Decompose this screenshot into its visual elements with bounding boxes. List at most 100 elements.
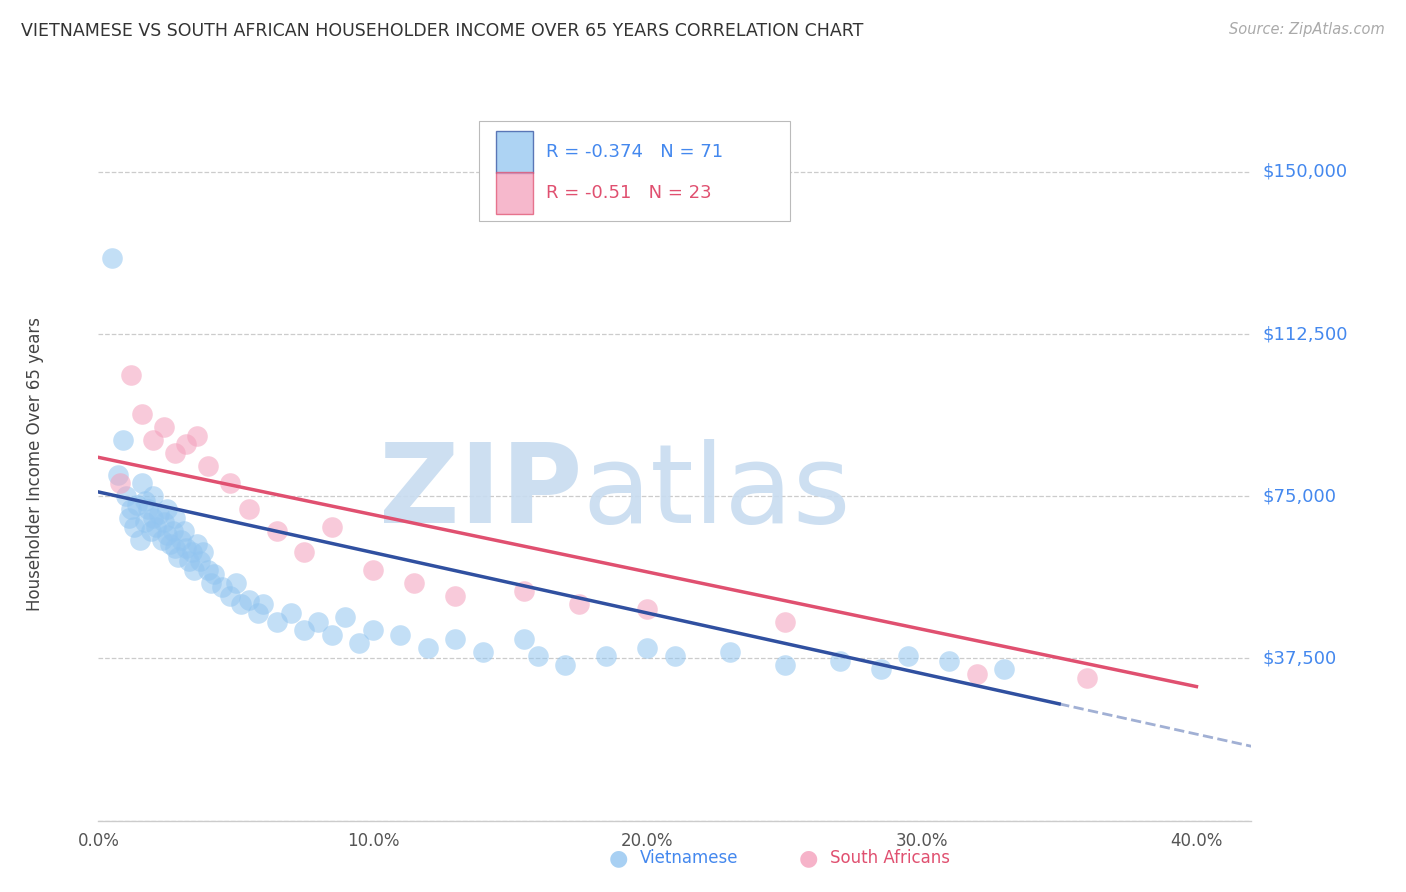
Point xyxy=(444,632,467,646)
Point xyxy=(554,657,576,672)
Point xyxy=(202,567,225,582)
Point xyxy=(131,407,153,421)
Point xyxy=(513,584,536,599)
Point xyxy=(252,598,274,612)
Point xyxy=(153,515,176,529)
Point xyxy=(664,649,686,664)
Point xyxy=(897,649,920,664)
Text: $37,500: $37,500 xyxy=(1263,649,1337,667)
Point xyxy=(568,598,591,612)
Text: South Africans: South Africans xyxy=(830,849,949,867)
Point xyxy=(173,524,195,538)
Point xyxy=(471,645,494,659)
Point xyxy=(167,549,190,564)
Point xyxy=(347,636,370,650)
Point xyxy=(183,563,205,577)
Point xyxy=(174,541,197,556)
Text: $75,000: $75,000 xyxy=(1263,487,1337,505)
Point xyxy=(225,575,247,590)
Text: Source: ZipAtlas.com: Source: ZipAtlas.com xyxy=(1229,22,1385,37)
Point xyxy=(117,511,139,525)
Point xyxy=(197,458,219,473)
Point xyxy=(361,624,384,638)
Text: Householder Income Over 65 years: Householder Income Over 65 years xyxy=(25,317,44,611)
Point xyxy=(200,575,222,590)
Point xyxy=(142,433,165,447)
Point xyxy=(156,528,179,542)
Point xyxy=(188,554,211,568)
Text: R = -0.51   N = 23: R = -0.51 N = 23 xyxy=(546,184,711,202)
Point xyxy=(122,519,145,533)
Point xyxy=(134,515,156,529)
Point xyxy=(110,476,132,491)
Point xyxy=(361,563,384,577)
Point xyxy=(993,662,1015,676)
Point xyxy=(180,545,202,559)
Point xyxy=(112,433,135,447)
Text: ●: ● xyxy=(799,848,818,868)
Point xyxy=(416,640,439,655)
Point xyxy=(444,589,467,603)
Text: $150,000: $150,000 xyxy=(1263,163,1348,181)
Point xyxy=(159,537,181,551)
Point xyxy=(246,606,269,620)
Point xyxy=(136,502,159,516)
Text: VIETNAMESE VS SOUTH AFRICAN HOUSEHOLDER INCOME OVER 65 YEARS CORRELATION CHART: VIETNAMESE VS SOUTH AFRICAN HOUSEHOLDER … xyxy=(21,22,863,40)
Point xyxy=(231,598,253,612)
Point xyxy=(389,628,412,642)
Text: ZIP: ZIP xyxy=(380,439,582,546)
Point xyxy=(156,502,179,516)
Point xyxy=(148,507,170,521)
Point xyxy=(595,649,617,664)
Point xyxy=(869,662,891,676)
Point xyxy=(321,519,343,533)
Point xyxy=(145,519,167,533)
Point xyxy=(120,368,142,383)
Point xyxy=(174,437,197,451)
Point xyxy=(197,563,219,577)
Point xyxy=(280,606,302,620)
Point xyxy=(120,502,142,516)
Point xyxy=(115,489,138,503)
Point xyxy=(142,489,165,503)
Point xyxy=(718,645,741,659)
Point xyxy=(128,533,150,547)
Point xyxy=(125,498,148,512)
Point xyxy=(1076,671,1098,685)
Point xyxy=(636,640,658,655)
Point xyxy=(266,615,288,629)
Point xyxy=(266,524,288,538)
FancyBboxPatch shape xyxy=(496,171,533,214)
Point xyxy=(828,654,851,668)
Text: R = -0.374   N = 71: R = -0.374 N = 71 xyxy=(546,143,723,161)
Text: ●: ● xyxy=(609,848,628,868)
Point xyxy=(773,657,796,672)
Point xyxy=(292,624,315,638)
Text: atlas: atlas xyxy=(582,439,851,546)
Point xyxy=(211,580,233,594)
Point xyxy=(186,537,208,551)
Point xyxy=(165,541,187,556)
FancyBboxPatch shape xyxy=(479,121,790,221)
Point xyxy=(219,476,242,491)
Point xyxy=(307,615,329,629)
Point xyxy=(134,493,156,508)
Text: Vietnamese: Vietnamese xyxy=(640,849,738,867)
Point xyxy=(186,428,208,442)
Point xyxy=(170,533,193,547)
Point xyxy=(131,476,153,491)
Point xyxy=(165,446,187,460)
Point xyxy=(150,533,173,547)
Point xyxy=(636,601,658,615)
Point xyxy=(513,632,536,646)
Point xyxy=(526,649,548,664)
Point xyxy=(153,420,176,434)
Point xyxy=(292,545,315,559)
Point xyxy=(321,628,343,642)
Point xyxy=(177,554,200,568)
Point xyxy=(938,654,960,668)
Point xyxy=(219,589,242,603)
Point xyxy=(162,524,184,538)
Point xyxy=(165,511,187,525)
Point xyxy=(404,575,426,590)
